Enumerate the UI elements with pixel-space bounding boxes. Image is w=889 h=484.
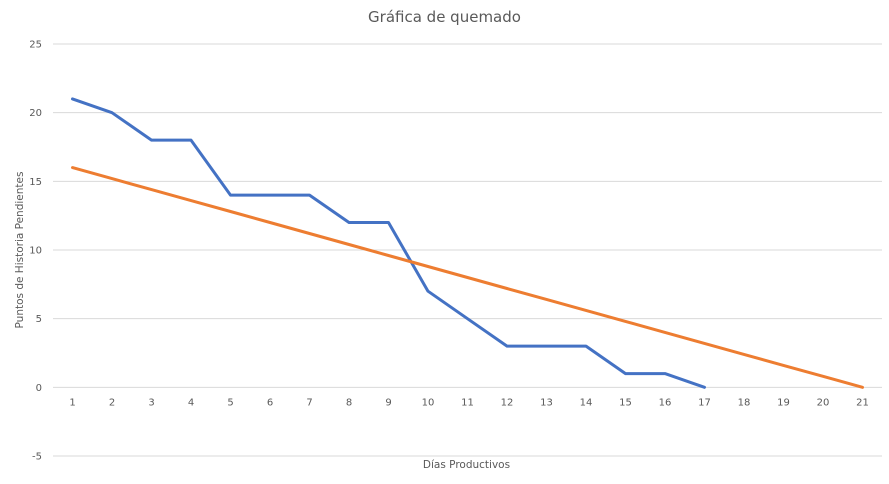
x-tick-label: 17 [698,397,711,408]
x-tick-label: 2 [109,397,115,408]
x-tick-label: 10 [422,397,435,408]
x-tick-label: 1 [69,397,75,408]
x-tick-label: 9 [385,397,391,408]
x-tick-label: 11 [461,397,474,408]
x-tick-label: 6 [267,397,273,408]
x-tick-label: 3 [148,397,154,408]
x-axis-title: Días Productivos [422,459,511,471]
x-tick-label: 13 [540,397,553,408]
y-tick-label: 25 [29,40,42,51]
y-tick-label: 20 [29,108,42,119]
x-tick-label: 8 [346,397,352,408]
x-tick-label: 5 [227,397,233,408]
x-tick-label: 18 [738,397,751,408]
y-tick-label: 10 [29,246,42,257]
y-tick-label: 15 [29,177,42,188]
y-tick-label: 0 [36,383,42,394]
x-tick-label: 4 [188,397,194,408]
x-tick-label: 20 [817,397,830,408]
x-tick-label: 7 [306,397,312,408]
x-tick-label: 16 [659,397,672,408]
x-tick-label: 21 [856,397,869,408]
y-tick-label: 5 [36,314,42,325]
x-tick-label: 15 [619,397,632,408]
y-tick-label: -5 [32,452,42,463]
chart-title: Gráfica de quemado [368,8,521,26]
x-tick-label: 19 [777,397,790,408]
series-line-1 [71,97,706,389]
series-line-2 [71,166,864,389]
x-tick-label: 12 [501,397,514,408]
x-tick-label: 14 [580,397,593,408]
